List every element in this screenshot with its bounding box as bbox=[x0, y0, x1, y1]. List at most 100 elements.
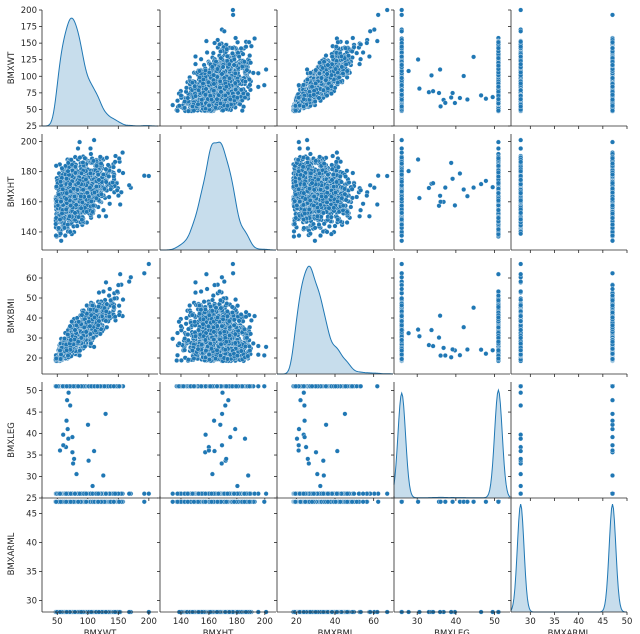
kde-fill-BMXWT bbox=[42, 18, 158, 126]
scatter-point bbox=[305, 77, 310, 82]
y-tick-label: 150 bbox=[21, 39, 37, 49]
scatter-point bbox=[251, 71, 256, 76]
scatter-point bbox=[242, 60, 247, 65]
scatter-point bbox=[230, 51, 235, 56]
scatter-point bbox=[352, 45, 357, 50]
scatter-point bbox=[313, 99, 318, 104]
scatter-point bbox=[248, 83, 253, 88]
scatter-point bbox=[219, 56, 224, 61]
scatter-point bbox=[196, 102, 201, 107]
scatter-point bbox=[375, 39, 380, 44]
scatter-point bbox=[244, 44, 249, 49]
scatter-point bbox=[350, 49, 355, 54]
scatter-point bbox=[225, 54, 230, 59]
scatter-point bbox=[239, 88, 244, 93]
scatter-point bbox=[294, 108, 299, 113]
scatter-point bbox=[193, 54, 198, 59]
scatter-point bbox=[376, 13, 381, 18]
scatter-point bbox=[344, 62, 349, 67]
scatter-point bbox=[239, 46, 244, 51]
scatter-point bbox=[232, 57, 237, 62]
scatter-point bbox=[354, 51, 359, 56]
scatter-point bbox=[443, 101, 448, 106]
scatter-point bbox=[233, 36, 238, 41]
scatter-point bbox=[197, 69, 202, 74]
scatter-point bbox=[301, 83, 306, 88]
scatter-point bbox=[193, 94, 198, 99]
scatter-point bbox=[484, 96, 489, 101]
scatter-point bbox=[416, 57, 421, 62]
scatter-point bbox=[330, 62, 335, 67]
scatter-point bbox=[204, 39, 209, 44]
scatter-point bbox=[312, 93, 317, 98]
scatter-point bbox=[170, 103, 175, 108]
scatter-point bbox=[431, 89, 436, 94]
scatter-point bbox=[225, 104, 230, 109]
scatter-point bbox=[326, 63, 331, 68]
scatter-point bbox=[438, 67, 443, 72]
scatter-point bbox=[223, 93, 228, 98]
scatter-point bbox=[308, 71, 313, 76]
scatter-point bbox=[248, 60, 253, 65]
scatter-point bbox=[190, 104, 195, 109]
scatter-point bbox=[361, 50, 366, 55]
y-tick-label: 50 bbox=[26, 105, 37, 115]
scatter-point bbox=[471, 55, 476, 60]
scatter-point bbox=[219, 90, 224, 95]
scatter-point bbox=[201, 81, 206, 86]
scatter-point bbox=[321, 88, 326, 93]
scatter-point bbox=[213, 106, 218, 111]
scatter-point bbox=[368, 29, 373, 34]
scatter-point bbox=[351, 36, 356, 41]
scatter-point bbox=[220, 72, 225, 77]
scatter-point bbox=[233, 81, 238, 86]
scatter-point bbox=[329, 84, 334, 89]
scatter-point bbox=[199, 57, 204, 62]
scatter-point bbox=[329, 91, 334, 96]
scatter-point bbox=[193, 62, 198, 67]
scatter-point bbox=[200, 97, 205, 102]
scatter-point bbox=[246, 92, 251, 97]
scatter-point bbox=[365, 41, 370, 46]
scatter-point bbox=[262, 83, 267, 88]
scatter-point bbox=[217, 42, 222, 47]
scatter-point bbox=[218, 101, 223, 106]
y-tick-label: 175 bbox=[21, 23, 37, 33]
scatter-point bbox=[231, 13, 236, 18]
scatter-point bbox=[453, 101, 458, 106]
scatter-point bbox=[247, 40, 252, 45]
scatter-point bbox=[358, 57, 363, 62]
scatter-point bbox=[341, 71, 346, 76]
scatter-point bbox=[296, 95, 301, 100]
scatter-point bbox=[231, 8, 236, 13]
scatter-point bbox=[209, 97, 214, 102]
scatter-point bbox=[249, 44, 254, 49]
y-tick-label: 200 bbox=[21, 6, 37, 16]
scatter-point bbox=[221, 108, 226, 113]
scatter-point bbox=[210, 65, 215, 70]
scatter-point bbox=[334, 44, 339, 49]
scatter-point bbox=[293, 104, 298, 109]
scatter-point bbox=[182, 106, 187, 111]
scatter-point bbox=[329, 73, 334, 78]
scatter-point bbox=[175, 108, 180, 113]
panel-BMXWT-vs-BMXLEG bbox=[391, 8, 510, 129]
scatter-point bbox=[205, 50, 210, 55]
scatter-point bbox=[313, 81, 318, 86]
scatter-point bbox=[221, 65, 226, 70]
scatter-point bbox=[206, 80, 211, 85]
scatter-point bbox=[319, 76, 324, 81]
scatter-point bbox=[235, 95, 240, 100]
scatter-point bbox=[207, 70, 212, 75]
scatter-point bbox=[218, 79, 223, 84]
scatter-point bbox=[177, 104, 182, 109]
scatter-point bbox=[190, 80, 195, 85]
scatter-point bbox=[317, 96, 322, 101]
scatter-point bbox=[302, 97, 307, 102]
scatter-point bbox=[310, 84, 315, 89]
scatter-point bbox=[233, 71, 238, 76]
scatter-point bbox=[230, 46, 235, 51]
scatter-point bbox=[437, 91, 442, 96]
